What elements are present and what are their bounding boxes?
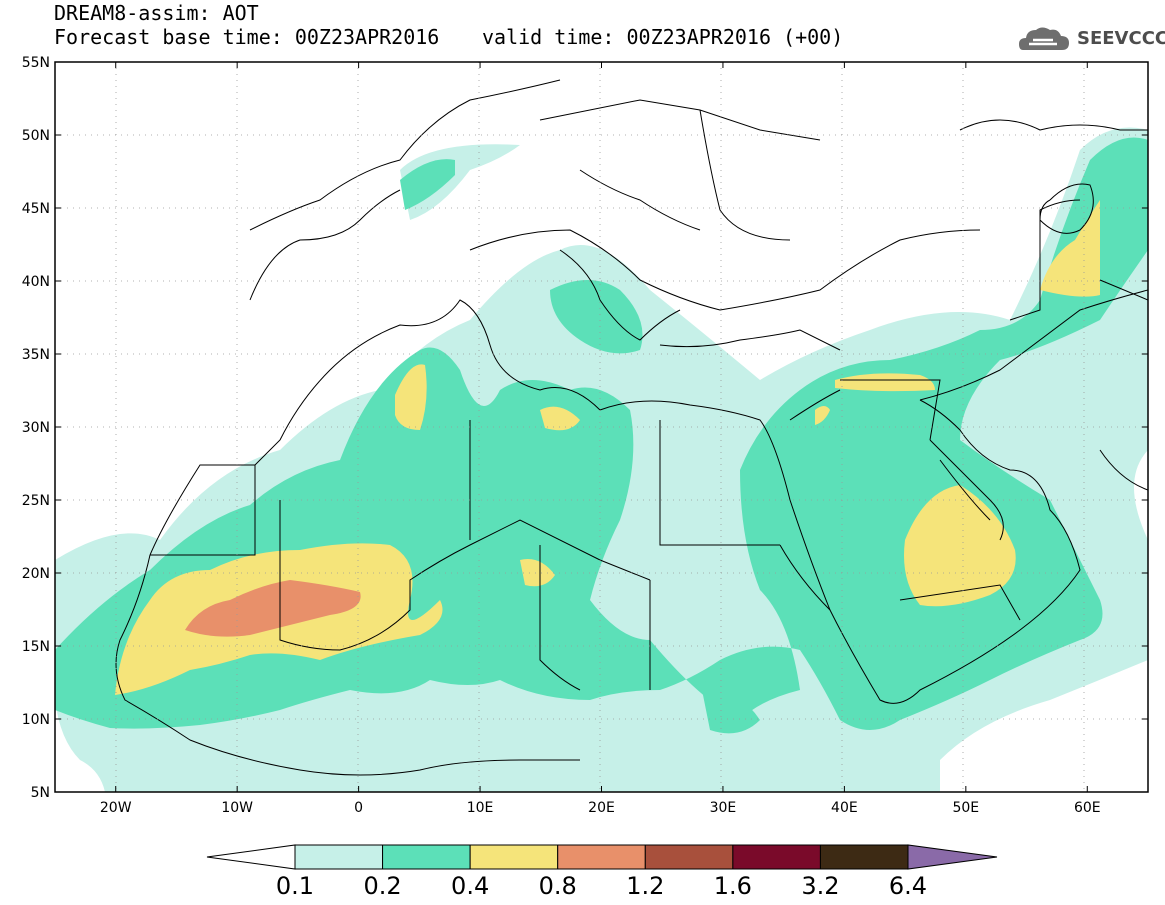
colorbar-label: 0.8 [539, 872, 577, 900]
colorbar-swatch [819, 844, 909, 870]
colorbar: 0.1 0.2 0.4 0.8 1.2 1.6 3.2 6.4 [206, 844, 998, 900]
lon-label: 30E [710, 800, 737, 816]
lon-label: 0 [354, 800, 363, 816]
logo-text: SEEVCCC [1077, 28, 1165, 49]
cloud-icon [1019, 27, 1069, 50]
colorbar-label: 1.6 [714, 872, 752, 900]
valid-time: valid time: 00Z23APR2016 (+00) [482, 25, 844, 49]
map-title: DREAM8-assim: AOT [54, 1, 259, 25]
lon-label: 20W [100, 800, 132, 816]
lon-label: 10E [467, 800, 494, 816]
lat-label: 5N [31, 785, 50, 801]
colorbar-swatch [557, 844, 646, 870]
lon-label: 10W [221, 800, 253, 816]
lat-label: 45N [22, 201, 50, 217]
axis-ticks [55, 61, 1148, 793]
lat-label: 20N [22, 566, 50, 582]
lat-label: 55N [22, 55, 50, 71]
gridlines [55, 62, 1148, 792]
colorbar-label: 3.2 [801, 872, 839, 900]
lon-label: 50E [952, 800, 979, 816]
lat-label: 30N [22, 420, 50, 436]
coastlines [115, 79, 1148, 776]
lat-label: 50N [22, 128, 50, 144]
lat-label: 10N [22, 712, 50, 728]
colorbar-swatch [469, 844, 559, 870]
aot-0.8-region [185, 580, 361, 637]
colorbar-high-arrow [907, 844, 998, 870]
colorbar-low-arrow [206, 844, 296, 870]
colorbar-swatch [732, 844, 821, 870]
colorbar-label: 6.4 [889, 872, 927, 900]
colorbar-label: 1.2 [626, 872, 664, 900]
colorbar-swatch [382, 844, 471, 870]
colorbar-label: 0.1 [276, 872, 314, 900]
lat-label: 40N [22, 274, 50, 290]
colorbar-swatch [644, 844, 734, 870]
colorbar-label: 0.4 [451, 872, 489, 900]
lon-label: 20E [588, 800, 615, 816]
lat-label: 25N [22, 493, 50, 509]
colorbar-label: 0.2 [363, 872, 401, 900]
lon-label: 60E [1074, 800, 1101, 816]
longitude-labels: 20W 10W 0 10E 20E 30E 40E 50E 60E [100, 800, 1101, 816]
lat-label: 35N [22, 347, 50, 363]
colorbar-swatch [294, 844, 384, 870]
forecast-base-time: Forecast base time: 00Z23APR2016 [54, 25, 440, 49]
lat-label: 15N [22, 639, 50, 655]
lon-label: 40E [831, 800, 858, 816]
latitude-labels: 55N 50N 45N 40N 35N 30N 25N 20N 15N 10N 5N [22, 55, 50, 801]
